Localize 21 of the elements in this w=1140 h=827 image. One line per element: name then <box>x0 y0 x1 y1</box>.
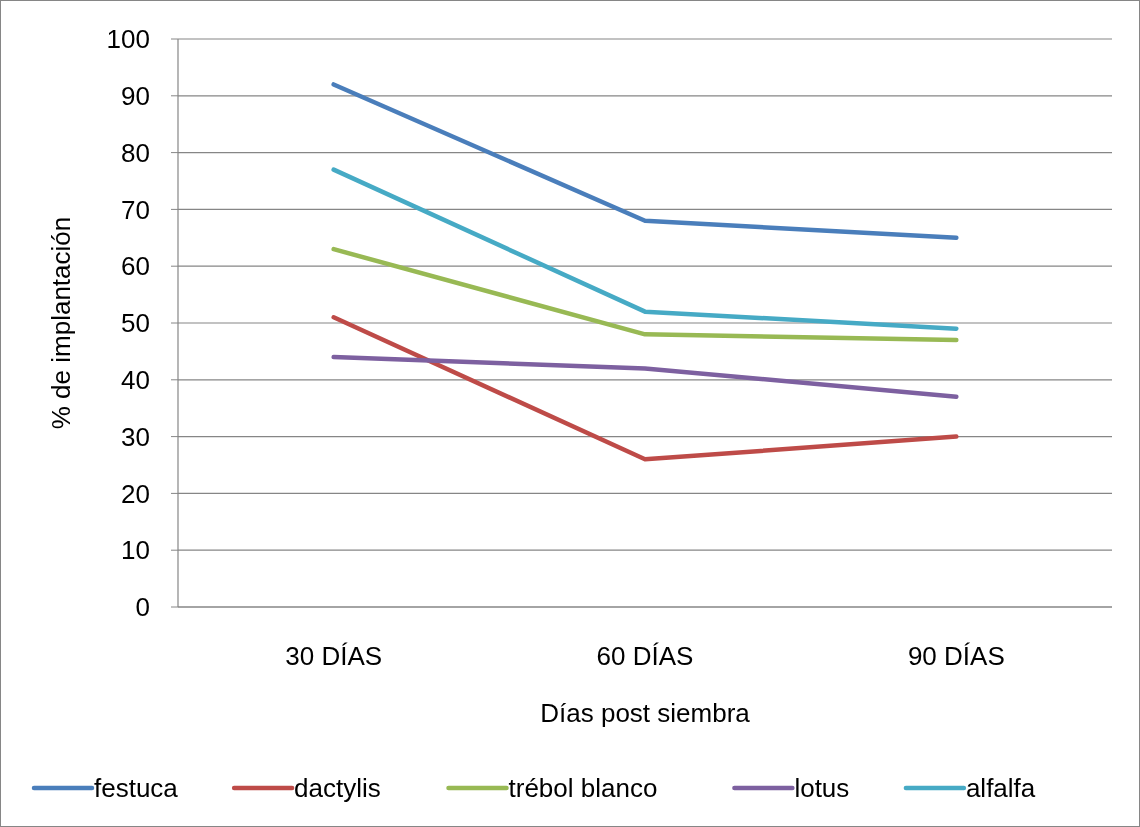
y-tick-label: 100 <box>106 24 150 55</box>
x-tick-label: 60 DÍAS <box>596 641 694 671</box>
y-tick-label: 80 <box>121 137 150 168</box>
x-tick-label: 90 DÍAS <box>907 641 1005 671</box>
legend-label: trébol blanco <box>508 773 658 804</box>
y-tick-label: 40 <box>121 364 150 395</box>
x-axis-title: Días post siembra <box>540 698 751 728</box>
y-tick-label: 10 <box>121 535 150 566</box>
legend-label: alfalfa <box>965 773 1036 804</box>
y-axis-title: % de implantación <box>46 216 76 430</box>
y-tick-label: 90 <box>121 80 150 111</box>
y-tick-label: 30 <box>121 421 150 452</box>
legend-label: dactylis <box>294 773 381 804</box>
y-tick-label: 50 <box>121 308 150 339</box>
y-tick-label: 20 <box>121 478 150 509</box>
x-tick-label: 30 DÍAS <box>285 641 383 671</box>
legend-label: festuca <box>94 773 179 804</box>
y-tick-label: 60 <box>121 251 150 282</box>
y-tick-label: 70 <box>121 194 150 225</box>
legend-label: lotus <box>794 773 850 804</box>
y-tick-label: 0 <box>135 592 150 623</box>
